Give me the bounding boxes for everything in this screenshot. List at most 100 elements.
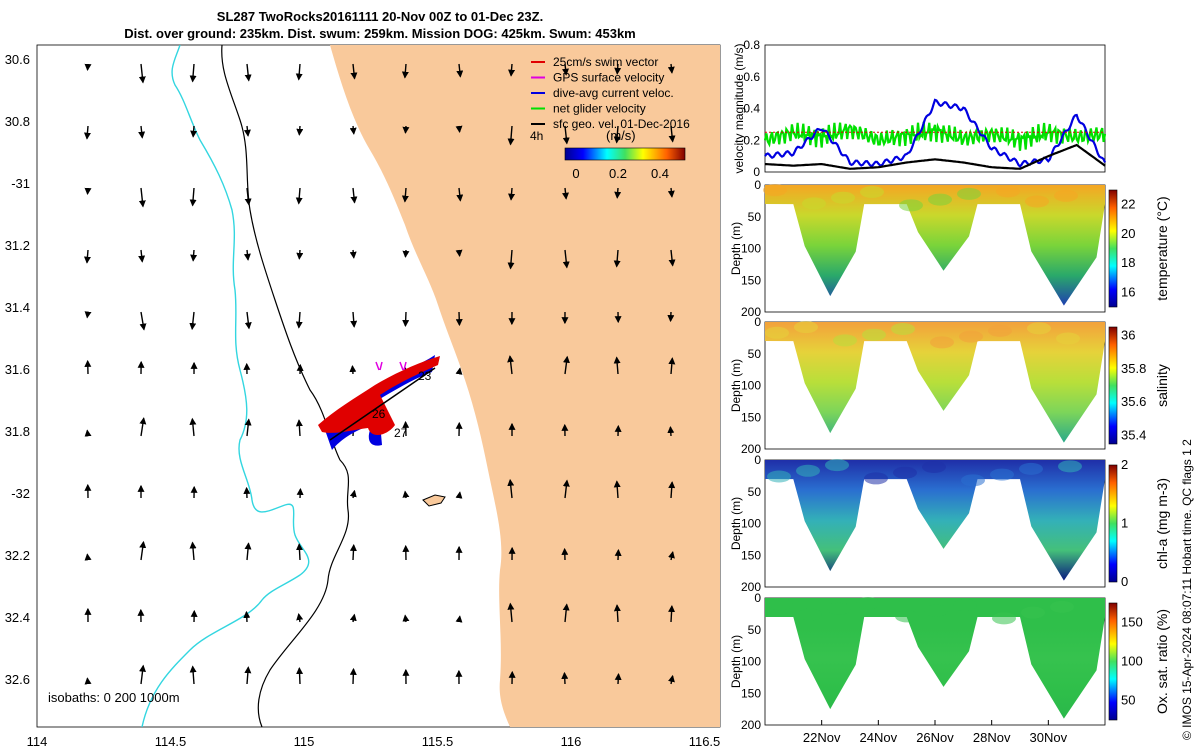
vector-arrow-91 [455,491,463,499]
vector-arrow-32 [508,187,516,201]
section-ylabel-0: Depth (m) [729,222,743,275]
lon-tick-1: 114.5 [155,734,187,749]
lat-tick-2: -31 [11,176,30,191]
section-ytick-3-3: 150 [741,686,761,700]
colorbar-tick-1: 0.2 [609,166,627,181]
section-clabel-0: temperature (°C) [1154,196,1170,300]
section-blob-2-7 [864,472,888,485]
vector-arrow-115 [455,615,463,623]
land-area [330,45,720,727]
lat-tick-7: -32 [11,486,30,501]
section-ytick-3-2: 100 [741,655,761,669]
section-ylabel-2: Depth (m) [729,497,743,550]
speed-colorbar [564,147,686,161]
section-ytick-1-0: 0 [754,315,761,329]
vector-arrow-112 [296,612,304,623]
section-blob-3-4 [924,604,948,617]
vector-arrow-31 [456,187,464,202]
vector-arrow-121 [139,664,146,685]
vector-arrow-19 [455,125,463,133]
section-ctick-1-0: 35.4 [1121,428,1146,443]
vector-arrow-29 [350,187,358,204]
section-panel-0: 0 50 100 150 200 Depth (m) 16 18 20 22 temperature… [729,178,1170,319]
vector-arrow-53 [350,311,358,328]
section-blob-3-3 [827,602,851,615]
vector-arrow-49 [139,311,147,331]
vector-arrow-33 [562,187,569,200]
section-ylabel-1: Depth (m) [729,359,743,412]
section-blob-0-4 [831,191,855,204]
time-tick-4: 30Nov [1030,730,1068,745]
section-blob-2-2 [1019,462,1043,475]
vector-arrow-114 [402,614,410,623]
vector-arrow-95 [668,481,676,499]
section-blob-3-5 [1021,606,1045,619]
section-blob-3-8 [992,612,1016,625]
section-blob-2-1 [922,460,946,473]
vector-arrow-83 [667,425,675,437]
section-ytick-0-0: 0 [754,178,761,192]
vector-arrow-101 [349,543,357,561]
vector-arrow-8 [508,63,516,77]
lat-tick-10: 32.6 [5,672,30,687]
vector-arrow-14 [190,125,198,138]
section-ytick-3-1: 50 [748,623,762,637]
lon-tick-3: 115.5 [422,734,454,749]
vel-ytick-2: 0.4 [743,102,760,116]
vector-arrow-67 [455,367,463,375]
vector-arrow-3 [244,63,252,82]
section-clabel-3: Ox. sat. ratio (%) [1154,609,1170,714]
section-blob-2-8 [961,474,985,487]
lat-tick-1: 30.8 [5,114,30,129]
time-tick-1: 24Nov [860,730,898,745]
velocity-axes-frame [764,44,1106,173]
section-ytick-2-0: 0 [754,453,761,467]
vector-arrow-122 [189,665,197,685]
section-ytick-2-4: 200 [741,580,761,594]
section-ytick-1-4: 200 [741,442,761,456]
section-blob-0-3 [1054,189,1078,202]
vector-arrow-50 [189,311,197,331]
section-ytick-2-1: 50 [748,485,762,499]
isobath-200 [221,45,350,727]
vector-arrow-22 [613,125,621,144]
vector-arrow-13 [138,125,146,139]
section-blob-1-8 [930,336,954,349]
section-blob-2-9 [1058,460,1082,473]
island [422,494,446,507]
section-ctick-0-1: 18 [1121,255,1135,270]
vector-arrow-12 [83,125,91,140]
legend-label-4: sfc geo. vel. 01-Dec-2016 [553,117,690,131]
section-blob-1-3 [765,326,789,339]
vector-arrow-98 [189,541,197,561]
legend-label-0: 25cm/s swim vector [553,55,658,69]
vector-arrow-18 [402,125,410,134]
vector-arrow-47 [668,249,676,267]
vector-arrow-68 [507,355,515,375]
vector-arrow-119 [668,604,676,623]
section-blob-0-6 [1025,195,1049,208]
swim-vector-band [318,356,440,436]
vector-arrow-118 [613,604,621,623]
day-label-23: 23 [418,369,432,383]
vector-arrow-16 [296,125,304,136]
section-ctick-2-0: 0 [1121,574,1128,589]
vector-arrow-129 [561,671,569,685]
section-blob-2-3 [796,464,820,477]
vector-arrow-6 [401,63,409,79]
section-ytick-2-2: 100 [741,517,761,531]
vector-arrow-75 [244,418,252,437]
section-blob-2-5 [990,468,1014,481]
vel-ytick-0: 0 [753,165,760,179]
section-ytick-3-4: 200 [741,718,761,732]
vector-arrow-15 [243,125,251,137]
section-blob-0-5 [928,193,952,206]
vel-ytick-4: 0.8 [743,38,760,52]
section-clabel-2: chl-a (mg m-3) [1154,478,1170,569]
title-line-1: SL287 TwoRocks20161111 20-Nov 00Z to 01-… [216,9,544,24]
lat-tick-4: 31.4 [5,300,30,315]
vector-arrow-123 [244,666,252,685]
colorbar-title: (m/s) [606,128,636,143]
section-ctick-1-3: 36 [1121,327,1135,342]
